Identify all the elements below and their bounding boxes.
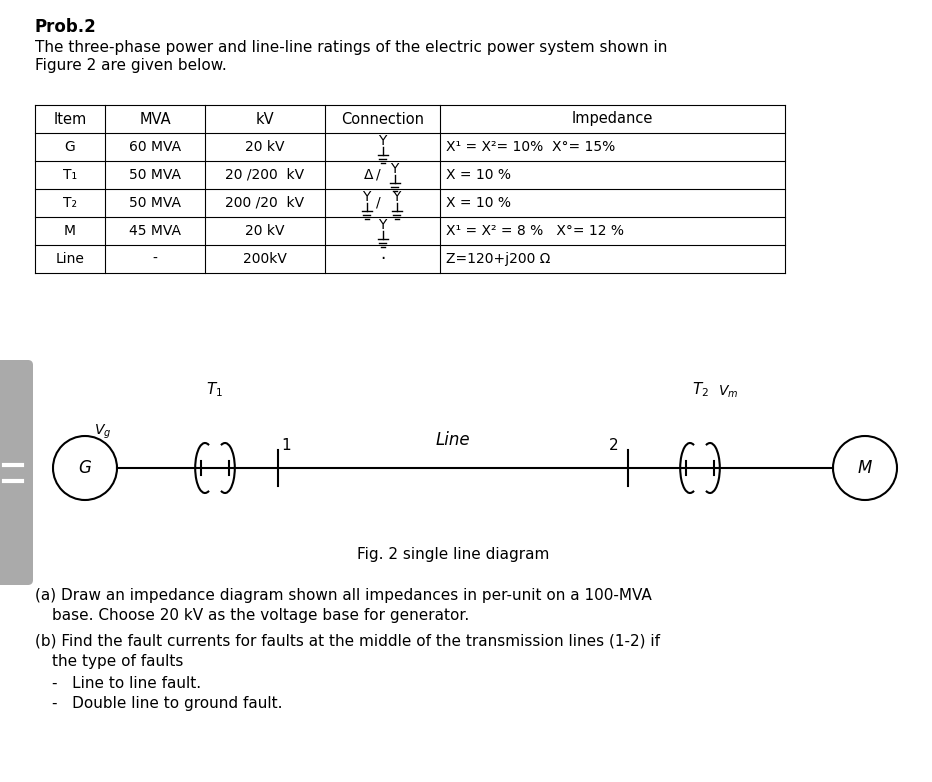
Text: T₂: T₂ [63,196,77,210]
Text: X¹ = X² = 8 %   X°= 12 %: X¹ = X² = 8 % X°= 12 % [446,224,624,238]
Text: base. Choose 20 kV as the voltage base for generator.: base. Choose 20 kV as the voltage base f… [52,608,469,623]
Text: 20 /200  kV: 20 /200 kV [226,168,305,182]
Text: X¹ = X²= 10%  X°= 15%: X¹ = X²= 10% X°= 15% [446,140,615,154]
Text: Y: Y [391,162,399,176]
Text: Item: Item [53,112,87,127]
Text: Connection: Connection [341,112,424,127]
Bar [35,105,785,273]
Text: Fig. 2 single line diagram: Fig. 2 single line diagram [357,547,549,562]
Text: Line: Line [56,252,85,266]
Text: Figure 2 are given below.: Figure 2 are given below. [35,58,226,73]
Text: $T_1$: $T_1$ [207,381,224,400]
Text: Line: Line [435,431,471,449]
Text: /: / [377,168,381,182]
Text: 60 MVA: 60 MVA [129,140,181,154]
Text: X = 10 %: X = 10 % [446,168,511,182]
Text: The three-phase power and line-line ratings of the electric power system shown i: The three-phase power and line-line rati… [35,40,667,55]
Text: $V_g$: $V_g$ [94,423,112,441]
Text: 45 MVA: 45 MVA [129,224,181,238]
Text: $T_2$: $T_2$ [692,381,708,400]
Text: 200kV: 200kV [243,252,287,266]
Text: G: G [64,140,75,154]
Text: MVA: MVA [139,112,171,127]
Text: 2: 2 [610,439,619,454]
Text: Y: Y [378,218,387,232]
FancyBboxPatch shape [0,360,33,585]
Text: 50 MVA: 50 MVA [129,168,181,182]
Text: Z=120+j200 Ω: Z=120+j200 Ω [446,252,551,266]
Text: 20 kV: 20 kV [245,140,285,154]
Text: -   Double line to ground fault.: - Double line to ground fault. [52,696,282,711]
Text: 200 /20  kV: 200 /20 kV [226,196,305,210]
Text: 50 MVA: 50 MVA [129,196,181,210]
Text: (a) Draw an impedance diagram shown all impedances in per-unit on a 100-MVA: (a) Draw an impedance diagram shown all … [35,588,651,603]
Text: ·: · [380,250,385,268]
Text: M: M [857,459,872,477]
Text: (b) Find the fault currents for faults at the middle of the transmission lines (: (b) Find the fault currents for faults a… [35,634,660,649]
Text: Y: Y [378,134,387,148]
Text: /: / [377,196,381,210]
Text: $V_m$: $V_m$ [718,384,738,400]
Text: 1: 1 [281,439,291,454]
Text: -: - [153,252,158,266]
Text: kV: kV [255,112,274,127]
Text: Prob.2: Prob.2 [35,18,97,36]
Text: Y: Y [392,190,401,204]
Text: Impedance: Impedance [572,112,653,127]
Text: 20 kV: 20 kV [245,224,285,238]
Text: $\Delta$: $\Delta$ [363,168,374,182]
Text: G: G [78,459,91,477]
Text: X = 10 %: X = 10 % [446,196,511,210]
Text: Y: Y [363,190,371,204]
Text: T₁: T₁ [63,168,77,182]
Text: -   Line to line fault.: - Line to line fault. [52,676,201,691]
Text: the type of faults: the type of faults [52,654,184,669]
Text: M: M [64,224,76,238]
